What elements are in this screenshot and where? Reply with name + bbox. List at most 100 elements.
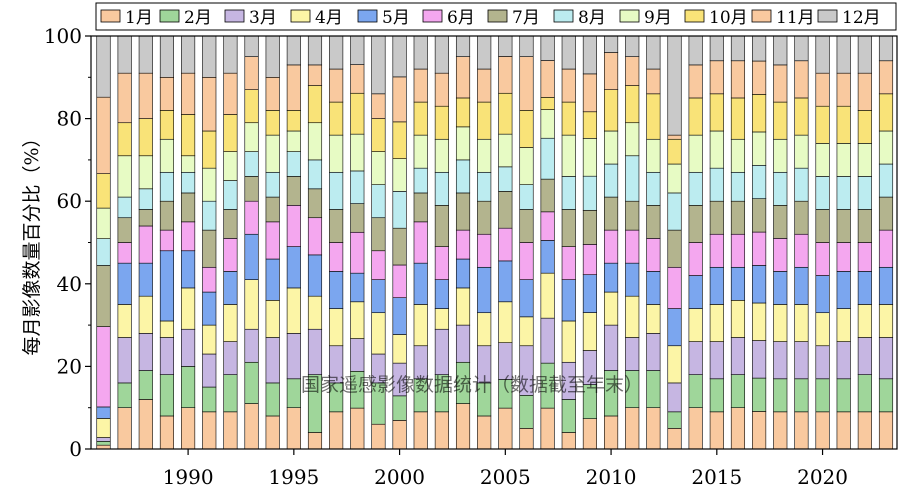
bar-1994-m8	[265, 171, 280, 198]
bar-2017-m8	[752, 165, 767, 199]
bar-1999-m11	[371, 93, 386, 119]
legend-label-m8: 8月	[578, 8, 606, 28]
bar-2009-m1	[582, 418, 597, 450]
bar-1999-m12	[371, 35, 386, 95]
bar-stack-2003	[455, 35, 471, 450]
bar-1987-m2	[117, 382, 132, 409]
y-tick-label-80: 80	[57, 107, 82, 131]
bar-2000-m6	[392, 264, 407, 298]
bar-2000-m7	[392, 227, 407, 266]
bar-1996-m5	[307, 254, 323, 297]
bar-2016-m7	[730, 200, 746, 235]
bar-2002-m12	[434, 35, 449, 74]
bar-2002-m8	[434, 171, 449, 206]
bar-2010-m7	[604, 196, 619, 231]
bar-2013-m6	[667, 266, 682, 309]
bar-2019-m12	[794, 35, 809, 62]
bar-1993-m4	[244, 279, 259, 330]
bar-2014-m2	[688, 374, 703, 409]
bar-2018-m12	[773, 35, 788, 66]
bar-1988-m8	[138, 188, 153, 210]
bar-2022-m2	[857, 374, 872, 413]
bar-2004-m4	[477, 312, 492, 347]
bar-2000-m8	[392, 191, 407, 229]
bar-1989-m2	[159, 374, 174, 417]
bar-1986-m4	[96, 418, 111, 438]
bar-1998-m9	[350, 133, 365, 172]
bar-1997-m7	[329, 209, 344, 243]
bar-2003-m12	[455, 35, 471, 57]
bar-2002-m11	[434, 72, 449, 107]
bar-2006-m1	[519, 428, 534, 450]
bar-2017-m2	[752, 377, 767, 412]
bar-1996-m4	[307, 295, 323, 330]
bar-2015-m1	[709, 411, 724, 450]
bar-2010-m10	[604, 89, 619, 132]
bar-2016-m9	[730, 138, 746, 173]
bar-1997-m9	[329, 134, 344, 173]
bar-2018-m3	[773, 341, 788, 380]
bar-2008-m8	[561, 176, 576, 210]
legend-label-m6: 6月	[447, 8, 475, 28]
bar-1989-m3	[159, 337, 174, 375]
bar-stack-2009	[582, 35, 597, 450]
bar-1995-m7	[286, 176, 301, 206]
bar-1994-m3	[265, 337, 280, 384]
bar-2003-m6	[455, 229, 471, 260]
bar-2011-m3	[625, 337, 640, 371]
bar-stack-2018	[773, 35, 788, 450]
bar-2001-m12	[413, 35, 428, 70]
bar-1986-m7	[96, 265, 111, 327]
legend-swatch-m4	[290, 9, 311, 23]
bar-1998-m7	[350, 203, 365, 233]
bar-1995-m8	[286, 151, 301, 177]
bar-1991-m5	[202, 291, 217, 326]
bar-1994-m12	[265, 35, 280, 78]
x-tick-label-2020: 2020	[797, 465, 848, 489]
bar-2006-m2	[519, 395, 534, 429]
bar-2015-m2	[709, 378, 724, 413]
bar-stack-2000	[392, 35, 407, 450]
bar-stack-2016	[730, 35, 746, 450]
bar-1998-m3	[350, 338, 365, 372]
bar-2009-m9	[582, 138, 597, 177]
bar-1993-m6	[244, 200, 259, 235]
bar-2012-m6	[646, 238, 661, 272]
bar-stack-1988	[138, 35, 153, 450]
bar-2004-m9	[477, 138, 492, 173]
x-tick-label-1995: 1995	[268, 465, 319, 489]
bar-2012-m3	[646, 333, 661, 371]
y-tick-label-20: 20	[57, 354, 82, 378]
bar-2011-m10	[625, 85, 640, 124]
bar-2003-m8	[455, 159, 471, 194]
bar-1991-m11	[202, 77, 217, 132]
bar-1997-m10	[329, 101, 344, 136]
bar-2008-m4	[561, 320, 576, 363]
bar-1999-m5	[371, 279, 386, 314]
bar-stack-2022	[857, 35, 872, 450]
bar-2005-m6	[498, 227, 513, 262]
bar-1987-m1	[117, 407, 132, 450]
legend-label-m5: 5月	[382, 8, 410, 28]
bar-1993-m7	[244, 176, 259, 202]
bar-2006-m5	[519, 279, 534, 318]
bar-1990-m4	[181, 287, 196, 330]
bar-2020-m2	[815, 378, 830, 413]
bar-2000-m4	[392, 334, 407, 364]
bar-2000-m5	[392, 297, 407, 335]
bar-stack-2006	[519, 35, 534, 450]
bar-2013-m5	[667, 308, 682, 347]
bar-2021-m5	[836, 271, 851, 309]
bar-2023-m12	[878, 35, 894, 62]
y-tick-label-40: 40	[57, 272, 82, 296]
bar-2019-m9	[794, 134, 809, 169]
bar-1991-m2	[202, 386, 217, 413]
bar-2018-m7	[773, 205, 788, 239]
bar-1990-m1	[181, 407, 196, 450]
legend-label-m2: 2月	[184, 8, 212, 28]
bar-2019-m4	[794, 304, 809, 342]
bar-2002-m3	[434, 328, 449, 375]
bar-2003-m1	[455, 403, 471, 450]
bar-2011-m9	[625, 122, 640, 157]
